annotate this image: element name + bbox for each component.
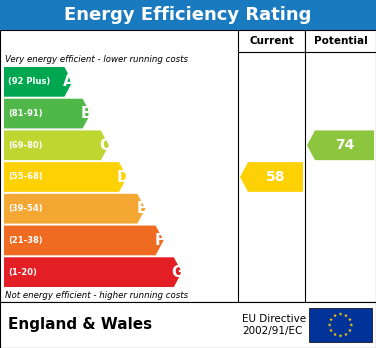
Polygon shape bbox=[4, 99, 91, 128]
Polygon shape bbox=[4, 194, 146, 223]
Text: 2002/91/EC: 2002/91/EC bbox=[242, 326, 302, 336]
Text: A: A bbox=[62, 74, 74, 89]
Text: 74: 74 bbox=[335, 138, 354, 152]
Text: Energy Efficiency Rating: Energy Efficiency Rating bbox=[64, 6, 312, 24]
Polygon shape bbox=[4, 67, 73, 97]
Polygon shape bbox=[4, 226, 164, 255]
Polygon shape bbox=[329, 329, 333, 332]
Text: (81-91): (81-91) bbox=[8, 109, 42, 118]
Polygon shape bbox=[344, 332, 348, 336]
Text: Potential: Potential bbox=[314, 36, 367, 46]
Polygon shape bbox=[4, 130, 109, 160]
Polygon shape bbox=[328, 323, 332, 327]
Polygon shape bbox=[348, 318, 352, 321]
Polygon shape bbox=[339, 312, 343, 316]
Text: (55-68): (55-68) bbox=[8, 173, 43, 182]
Polygon shape bbox=[339, 334, 343, 338]
Text: D: D bbox=[117, 169, 129, 184]
Bar bbox=[0, 30, 376, 302]
Bar bbox=[238, 30, 305, 52]
Text: (92 Plus): (92 Plus) bbox=[8, 77, 50, 86]
Polygon shape bbox=[240, 162, 303, 192]
Text: Not energy efficient - higher running costs: Not energy efficient - higher running co… bbox=[5, 291, 188, 300]
Polygon shape bbox=[333, 314, 337, 317]
Bar bbox=[305, 30, 376, 52]
Text: G: G bbox=[171, 264, 184, 280]
Text: C: C bbox=[99, 138, 111, 153]
Text: (1-20): (1-20) bbox=[8, 268, 37, 277]
Text: EU Directive: EU Directive bbox=[242, 314, 306, 324]
Bar bbox=[0, 302, 376, 348]
Text: F: F bbox=[155, 233, 165, 248]
Text: Very energy efficient - lower running costs: Very energy efficient - lower running co… bbox=[5, 55, 188, 63]
Text: (21-38): (21-38) bbox=[8, 236, 42, 245]
Polygon shape bbox=[307, 130, 374, 160]
Text: England & Wales: England & Wales bbox=[8, 317, 152, 332]
Polygon shape bbox=[348, 329, 352, 332]
Bar bbox=[309, 308, 372, 342]
Text: 58: 58 bbox=[266, 170, 285, 184]
Polygon shape bbox=[349, 323, 353, 327]
Polygon shape bbox=[4, 162, 127, 192]
Text: (69-80): (69-80) bbox=[8, 141, 42, 150]
Text: B: B bbox=[81, 106, 92, 121]
Bar bbox=[0, 0, 376, 30]
Polygon shape bbox=[4, 257, 182, 287]
Text: Current: Current bbox=[249, 36, 294, 46]
Text: (39-54): (39-54) bbox=[8, 204, 42, 213]
Polygon shape bbox=[329, 318, 333, 321]
Text: E: E bbox=[136, 201, 147, 216]
Polygon shape bbox=[344, 314, 348, 317]
Polygon shape bbox=[333, 332, 337, 336]
